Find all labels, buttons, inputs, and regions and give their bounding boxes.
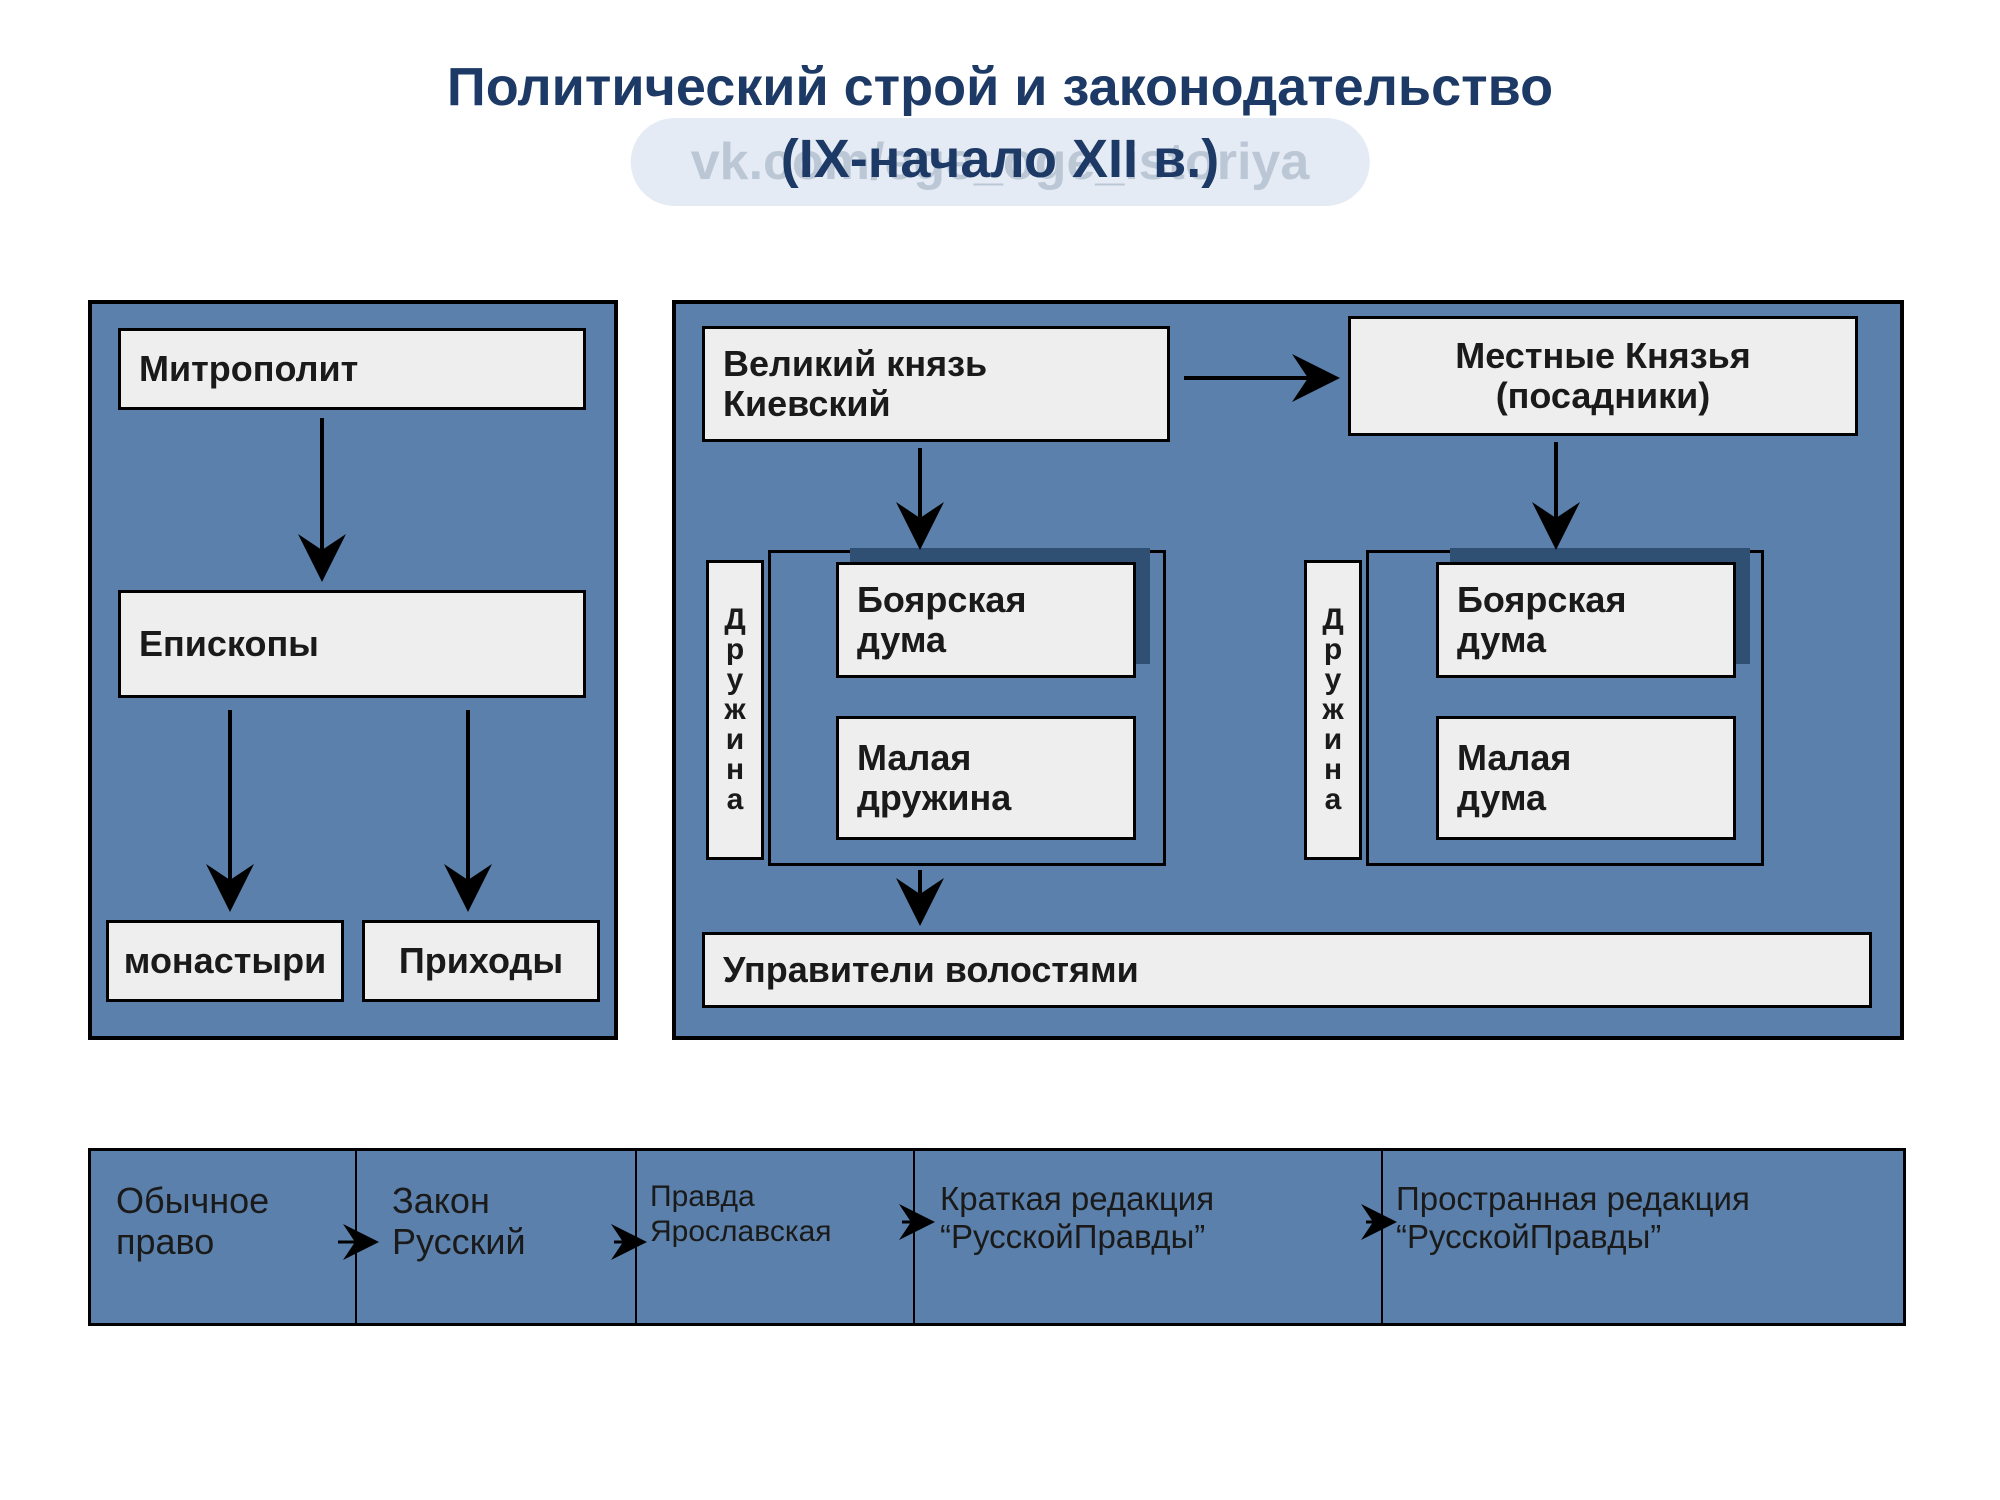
vertical-druzhina-right: Дружина [1304, 560, 1362, 860]
timeline-cell-1: ЗаконРусский [392, 1180, 622, 1290]
box-boyar-duma-left: Боярскаядума [836, 562, 1136, 678]
title-line1: Политический строй и законодательство [0, 55, 2000, 120]
box-monasteries: монастыри [106, 920, 344, 1002]
timeline-cell-2: ПравдаЯрославская [650, 1180, 900, 1290]
label-grand-prince: Великий князь Киевский [723, 344, 987, 423]
label-small-l: Малаядружина [857, 738, 1011, 817]
title-block: Политический строй и законодательство [0, 55, 2000, 120]
box-metropolitan: Митрополит [118, 328, 586, 410]
vertical-druzhina-left: Дружина [706, 560, 764, 860]
timeline-label-3: Краткая редакция“РусскойПравды” [940, 1180, 1214, 1255]
label-local-princes: Местные Князья(посадники) [1455, 336, 1750, 415]
timeline-cell-0: Обычноеправо [116, 1180, 346, 1290]
box-bishops: Епископы [118, 590, 586, 698]
timeline-cell-4: Пространная редакция“РусскойПравды” [1396, 1180, 1896, 1290]
box-local-princes: Местные Князья(посадники) [1348, 316, 1858, 436]
box-boyar-duma-right: Боярскаядума [1436, 562, 1736, 678]
label-governors: Управители волостями [723, 950, 1139, 990]
timeline-label-1: ЗаконРусский [392, 1180, 526, 1262]
timeline-label-0: Обычноеправо [116, 1180, 269, 1262]
timeline-label-2: ПравдаЯрославская [650, 1180, 832, 1248]
timeline-label-4: Пространная редакция“РусскойПравды” [1396, 1180, 1750, 1255]
box-grand-prince: Великий князь Киевский [702, 326, 1170, 442]
box-small-druzhina-left: Малаядружина [836, 716, 1136, 840]
label-boyar-l: Боярскаядума [857, 580, 1026, 659]
box-parishes: Приходы [362, 920, 600, 1002]
title-line2: (IX-начало XII в.) [0, 128, 2000, 190]
box-small-duma-right: Малаядума [1436, 716, 1736, 840]
box-governors: Управители волостями [702, 932, 1872, 1008]
timeline-cell-3: Краткая редакция“РусскойПравды” [940, 1180, 1360, 1290]
label-boyar-r: Боярскаядума [1457, 580, 1626, 659]
label-bishops: Епископы [139, 624, 319, 664]
label-monasteries: монастыри [124, 941, 326, 981]
label-small-r: Малаядума [1457, 738, 1571, 817]
label-parishes: Приходы [399, 941, 563, 981]
label-metropolitan: Митрополит [139, 349, 358, 389]
